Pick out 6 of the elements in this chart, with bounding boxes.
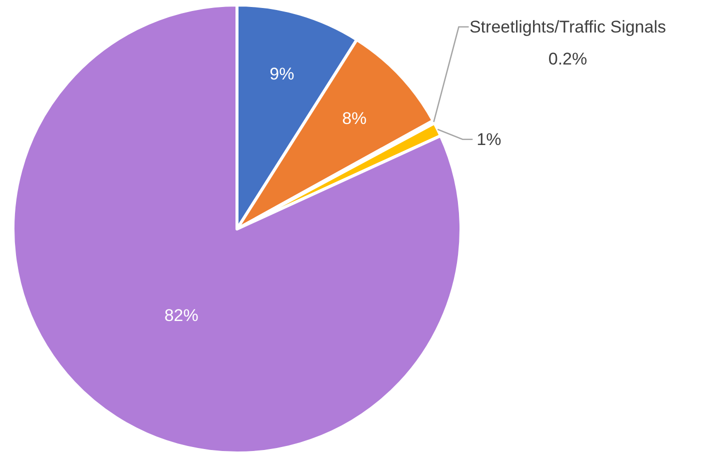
data-label: 8% (342, 108, 367, 128)
data-label: 82% (164, 306, 198, 326)
data-label: 9% (270, 64, 294, 84)
data-label: 1% (476, 130, 502, 149)
data-label: 0.2% (548, 49, 588, 68)
slice-label: Streetlights/Traffic Signals (469, 17, 666, 36)
